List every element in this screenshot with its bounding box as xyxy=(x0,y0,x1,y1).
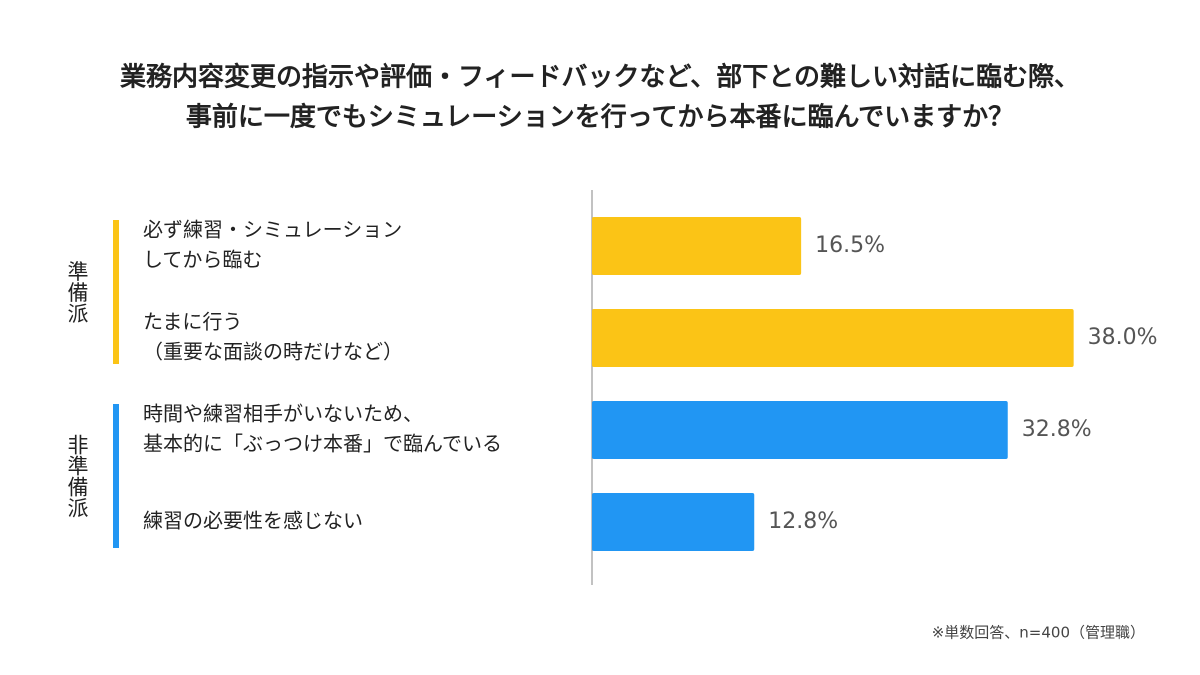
bar xyxy=(592,493,755,551)
value-label: 12.8% xyxy=(768,509,838,534)
value-label: 38.0% xyxy=(1088,325,1158,350)
bar xyxy=(592,217,802,275)
category-label: 必ず練習・シミュレーション xyxy=(143,218,402,242)
chart-title: 事前に一度でもシミュレーションを行ってから本番に臨んでいますか？ xyxy=(186,102,1014,133)
footnote: ※単数回答、n=400（管理職） xyxy=(932,624,1145,642)
category-label: （重要な面談の時だけなど） xyxy=(143,340,403,364)
value-label: 16.5% xyxy=(815,233,885,258)
value-label: 32.8% xyxy=(1022,417,1092,442)
group-label: 準備派 xyxy=(65,261,89,324)
chart-title: 業務内容変更の指示や評価・フィードバックなど、部下との難しい対話に臨む際、 xyxy=(120,62,1080,93)
category-label: たまに行う xyxy=(143,310,242,334)
category-label: 基本的に「ぶっつけ本番」で臨んでいる xyxy=(143,432,502,456)
bar xyxy=(592,309,1074,367)
category-label: してから臨む xyxy=(143,248,262,272)
group-label: 非準備派 xyxy=(65,434,89,518)
category-label: 時間や練習相手がいないため、 xyxy=(143,402,423,426)
category-label: 練習の必要性を感じない xyxy=(143,509,363,533)
bar xyxy=(592,401,1008,459)
